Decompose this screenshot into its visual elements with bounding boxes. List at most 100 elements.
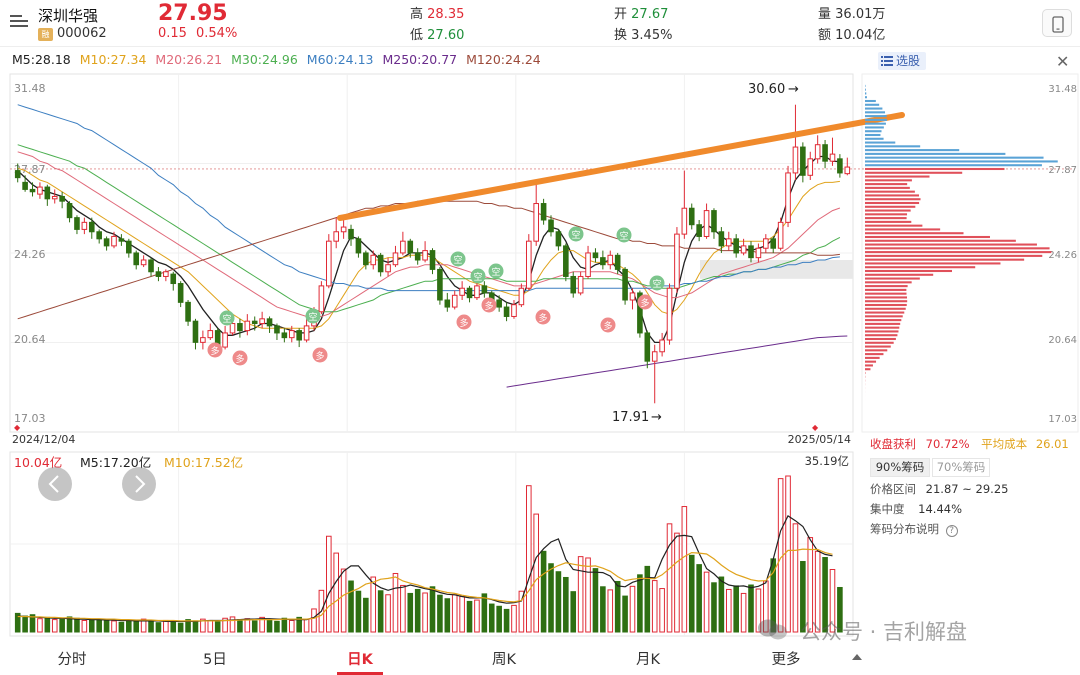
candle	[81, 217, 88, 235]
chip-70-button[interactable]: 70%筹码	[932, 458, 990, 477]
price-axis-label: 31.48	[14, 82, 46, 95]
volume-bar	[703, 571, 710, 633]
chip-bar	[865, 322, 901, 325]
tab-5day[interactable]: 5日	[203, 652, 227, 668]
tab-intraday[interactable]: 分时	[57, 652, 87, 668]
candle-body	[348, 228, 354, 240]
candle	[407, 238, 414, 258]
menu-icon[interactable]	[10, 12, 32, 30]
stock-picker-button[interactable]: 选股	[878, 52, 926, 70]
volume-bar	[170, 620, 177, 633]
volume-bar	[214, 621, 221, 633]
candle-body	[429, 250, 436, 270]
volume-bar	[370, 576, 377, 633]
concentration-label: 集中度	[870, 502, 905, 516]
chip-bar	[865, 277, 920, 280]
volume-bar	[429, 586, 436, 633]
close-icon[interactable]: ✕	[1056, 52, 1070, 71]
volume-bar	[607, 589, 614, 633]
volume-bar	[51, 619, 58, 633]
stock-name[interactable]: 深圳华强	[38, 7, 99, 25]
watermark-text: 公众号 · 吉利解盘	[800, 620, 968, 644]
chip-bar	[865, 194, 919, 197]
volume-bar	[711, 582, 717, 633]
volume-bar	[163, 619, 169, 633]
high-arrow: →	[788, 82, 799, 97]
candle	[622, 267, 628, 305]
chip-bar	[865, 201, 920, 205]
volume-bar	[200, 618, 206, 633]
candle-body	[814, 144, 821, 160]
volume-bar	[422, 592, 428, 633]
chip-bar	[865, 247, 1050, 250]
ma-line-ma5	[17, 155, 840, 344]
chip-axis-label: 20.64	[1048, 335, 1077, 346]
candle	[644, 330, 651, 369]
volume-bar	[251, 620, 258, 633]
bear-badge: 空	[450, 251, 466, 267]
chip-bar	[865, 224, 923, 227]
bear-badge-circle	[649, 275, 665, 291]
candle	[755, 243, 762, 263]
landscape-toggle-button[interactable]	[1042, 9, 1072, 37]
candle	[629, 288, 636, 310]
candle	[59, 191, 65, 209]
chip-bar	[865, 111, 886, 114]
expand-up-icon[interactable]	[852, 654, 862, 660]
volume-bar	[481, 593, 488, 633]
scroll-right-button[interactable]	[122, 467, 156, 501]
candle-body	[29, 188, 36, 193]
bear-badge: 空	[219, 310, 235, 326]
amount-stat: 额 10.04亿	[818, 24, 885, 43]
candle	[370, 250, 377, 270]
candle	[22, 175, 28, 192]
chip-90-button[interactable]: 90%筹码	[870, 458, 930, 477]
candle-body	[644, 332, 651, 362]
volume-bar	[577, 556, 584, 633]
tab-monthly-k[interactable]: 月K	[635, 652, 660, 668]
candle-body	[148, 259, 154, 273]
candle	[533, 182, 539, 246]
bull-badge: 多	[456, 314, 472, 330]
chip-bar	[865, 254, 1043, 257]
chip-bar	[865, 167, 1005, 171]
chip-bar	[865, 164, 1042, 167]
chip-bar	[865, 209, 911, 212]
price-axis-label: 17.03	[14, 412, 46, 425]
chip-bar	[865, 356, 880, 359]
volume-bar	[103, 619, 110, 633]
chip-bar	[865, 251, 1052, 254]
volume-bar	[155, 622, 162, 633]
volume-bar	[244, 618, 251, 633]
candle	[111, 231, 117, 249]
price-range-stat: 价格区间 21.87 ~ 29.25	[870, 481, 1008, 497]
volume-bar	[496, 605, 502, 633]
candle-body	[511, 304, 517, 317]
volume-bar	[29, 614, 36, 633]
tab-more[interactable]: 更多	[771, 652, 801, 668]
candle-body	[407, 240, 414, 254]
volume-bar	[622, 595, 628, 633]
volume-bar	[237, 619, 243, 633]
ma-legend-item: M10:27.34	[79, 52, 147, 67]
candle-body	[318, 285, 325, 313]
tab-daily-k[interactable]: 日K	[347, 652, 373, 668]
volume-bar	[118, 621, 125, 633]
tab-weekly-k[interactable]: 周K	[491, 652, 516, 668]
candle-body	[533, 203, 539, 242]
volume-bar	[785, 475, 791, 633]
chip-bar	[865, 232, 964, 235]
volume-bar	[229, 616, 236, 633]
chip-explain-link[interactable]: 筹码分布说明 ?	[870, 521, 958, 537]
kline-chart-area[interactable]: 31.48 31.48 27.87 27.87 24.26 24.26 20.64 20.64…	[0, 0, 1080, 645]
candle	[444, 292, 451, 312]
candle-body	[540, 203, 547, 221]
candle	[385, 257, 391, 277]
chip-bar	[865, 130, 882, 133]
candle	[288, 325, 295, 343]
candle	[259, 311, 265, 329]
scroll-left-button[interactable]	[38, 467, 72, 501]
candle-body	[807, 158, 814, 176]
bull-badge: 多	[535, 309, 551, 325]
volume-bar	[348, 580, 354, 633]
